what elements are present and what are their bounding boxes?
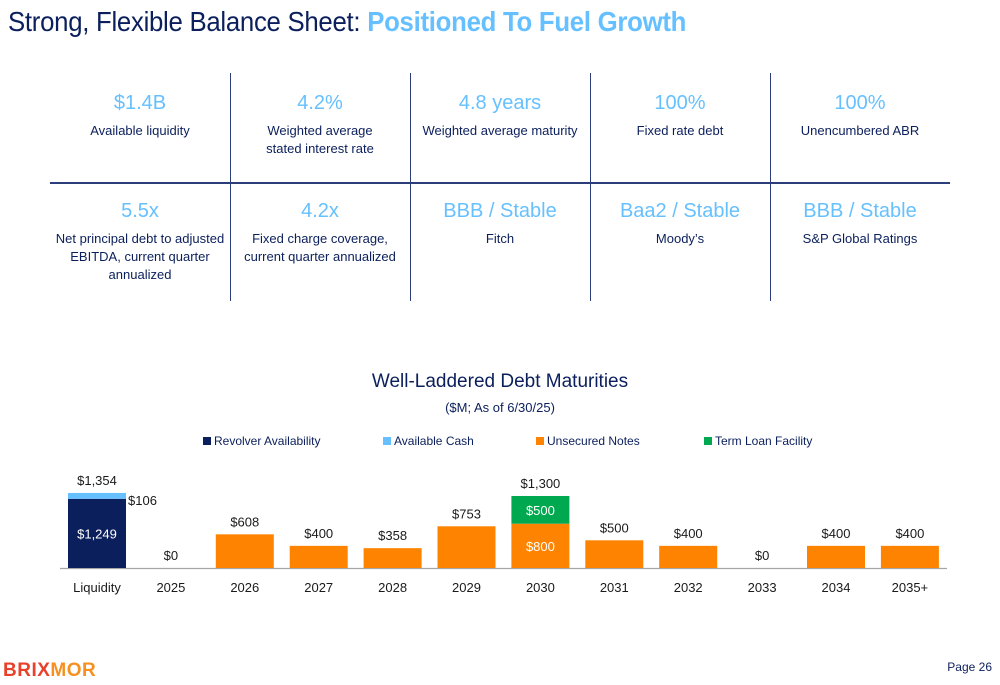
x-tick-label: 2033: [748, 580, 777, 595]
metric-label: Fixed charge coverage, current quarter a…: [244, 231, 396, 264]
segment-label: $106: [128, 493, 157, 508]
metric-value: BBB / Stable: [803, 200, 917, 222]
total-label: $400: [674, 526, 703, 541]
legend-swatch: [203, 437, 211, 445]
metric-fixed-rate: 100% Fixed rate debt: [590, 89, 770, 140]
bar-unsecured-notes-2026: [215, 534, 274, 568]
metric-label: Weighted average maturity: [422, 123, 578, 138]
metric-value: 100%: [834, 92, 886, 114]
legend-swatch: [536, 437, 544, 445]
metric-debt-to-ebitda: 5.5x Net principal debt to adjusted EBIT…: [50, 197, 230, 284]
title-main: Strong, Flexible Balance Sheet:: [8, 6, 368, 37]
x-tick-label: 2029: [452, 580, 481, 595]
metric-maturity: 4.8 years Weighted average maturity: [410, 89, 590, 140]
metric-available-liquidity: $1.4B Available liquidity: [50, 89, 230, 140]
segment-label: $800: [526, 539, 555, 554]
metric-label: Weighted average stated interest rate: [266, 123, 374, 156]
metric-label: Moody’s: [655, 231, 705, 246]
metrics-grid: $1.4B Available liquidity 4.2% Weighted …: [50, 73, 950, 301]
metrics-col-divider: [410, 73, 411, 301]
metrics-col-divider: [590, 73, 591, 301]
total-label: $400: [304, 526, 333, 541]
page-number: Page 26: [947, 660, 992, 674]
metric-label: Available liquidity: [90, 123, 190, 138]
total-label: $400: [822, 526, 851, 541]
metric-label: Fitch: [485, 231, 515, 246]
bar-term-loan-facility-2030: [511, 495, 570, 524]
metric-interest-rate: 4.2% Weighted average stated interest ra…: [240, 89, 400, 158]
legend-label: Available Cash: [394, 434, 474, 448]
bar-unsecured-notes-2034: [807, 545, 865, 568]
metrics-col-divider: [770, 73, 771, 301]
metric-value: $1.4B: [113, 92, 167, 114]
legend-swatch: [383, 437, 391, 445]
metric-label: Unencumbered ABR: [800, 123, 920, 138]
bar-unsecured-notes-2027: [289, 545, 348, 568]
total-label: $0: [755, 548, 769, 563]
metric-value: 4.2%: [297, 92, 343, 114]
segment-label: $1,249: [77, 526, 117, 541]
total-label: $1,300: [521, 476, 561, 491]
total-label: $753: [452, 506, 481, 521]
segment-label: $500: [526, 503, 555, 518]
total-label: $608: [230, 514, 259, 529]
total-label: $358: [378, 528, 407, 543]
total-label: $400: [895, 526, 924, 541]
metric-unencumbered: 100% Unencumbered ABR: [770, 89, 950, 140]
metric-label: Net principal debt to adjusted EBITDA, c…: [55, 231, 225, 282]
x-tick-label: Liquidity: [73, 580, 121, 595]
x-tick-label: 2035+: [892, 580, 929, 595]
x-tick-label: 2026: [230, 580, 259, 595]
chart-title: Well-Laddered Debt Maturities: [371, 371, 629, 392]
bar-available-cash-liquidity: [68, 492, 126, 499]
metric-label: Fixed rate debt: [636, 123, 724, 138]
x-tick-label: 2032: [674, 580, 703, 595]
total-label: $0: [164, 548, 178, 563]
bar-unsecured-notes-2032: [659, 545, 718, 568]
x-tick-label: 2034: [822, 580, 851, 595]
legend-revolver-availability: Revolver Availability: [203, 434, 321, 448]
metric-value: 100%: [654, 92, 706, 114]
legend-available-cash: Available Cash: [383, 434, 474, 448]
metric-value: 4.2x: [301, 200, 339, 222]
x-tick-label: 2025: [156, 580, 185, 595]
metric-fixed-charge: 4.2x Fixed charge coverage, current quar…: [230, 197, 410, 266]
bar-unsecured-notes-2035plus: [880, 545, 939, 568]
total-label: $1,354: [77, 473, 117, 488]
metrics-row-divider: [50, 182, 950, 184]
page-title: Strong, Flexible Balance Sheet: Position…: [8, 6, 686, 38]
metric-sp: BBB / Stable S&P Global Ratings: [770, 197, 950, 248]
legend-label: Unsecured Notes: [547, 434, 640, 448]
bar-unsecured-notes-2031: [585, 540, 644, 568]
legend-swatch: [704, 437, 712, 445]
brixmor-logo: BRIXMOR: [3, 660, 96, 682]
metric-label: S&P Global Ratings: [802, 231, 918, 246]
logo-part: BRI: [3, 660, 38, 681]
bar-unsecured-notes-2029: [437, 526, 496, 568]
legend-term-loan-facility: Term Loan Facility: [704, 434, 812, 448]
metric-fitch: BBB / Stable Fitch: [410, 197, 590, 248]
chart-subtitle: ($M; As of 6/30/25): [445, 400, 555, 415]
x-tick-label: 2030: [526, 580, 555, 595]
x-tick-label: 2028: [378, 580, 407, 595]
title-accent: Positioned To Fuel Growth: [367, 6, 687, 37]
bar-unsecured-notes-2028: [363, 548, 422, 568]
x-tick-label: 2027: [304, 580, 333, 595]
metric-value: BBB / Stable: [443, 200, 557, 222]
bar-unsecured-notes-2030: [511, 523, 570, 568]
metric-moodys: Baa2 / Stable Moody’s: [590, 197, 770, 248]
bar-revolver-availability-liquidity: [68, 498, 126, 568]
legend-unsecured-notes: Unsecured Notes: [536, 434, 640, 448]
metric-value: 4.8 years: [458, 92, 542, 114]
logo-part: MOR: [50, 660, 97, 681]
legend-label: Term Loan Facility: [715, 434, 813, 448]
legend-label: Revolver Availability: [214, 434, 321, 448]
total-label: $500: [600, 520, 629, 535]
metrics-col-divider: [230, 73, 231, 301]
metric-value: Baa2 / Stable: [619, 200, 741, 222]
logo-part: X: [37, 660, 51, 681]
metric-value: 5.5x: [121, 200, 159, 222]
x-tick-label: 2031: [600, 580, 629, 595]
